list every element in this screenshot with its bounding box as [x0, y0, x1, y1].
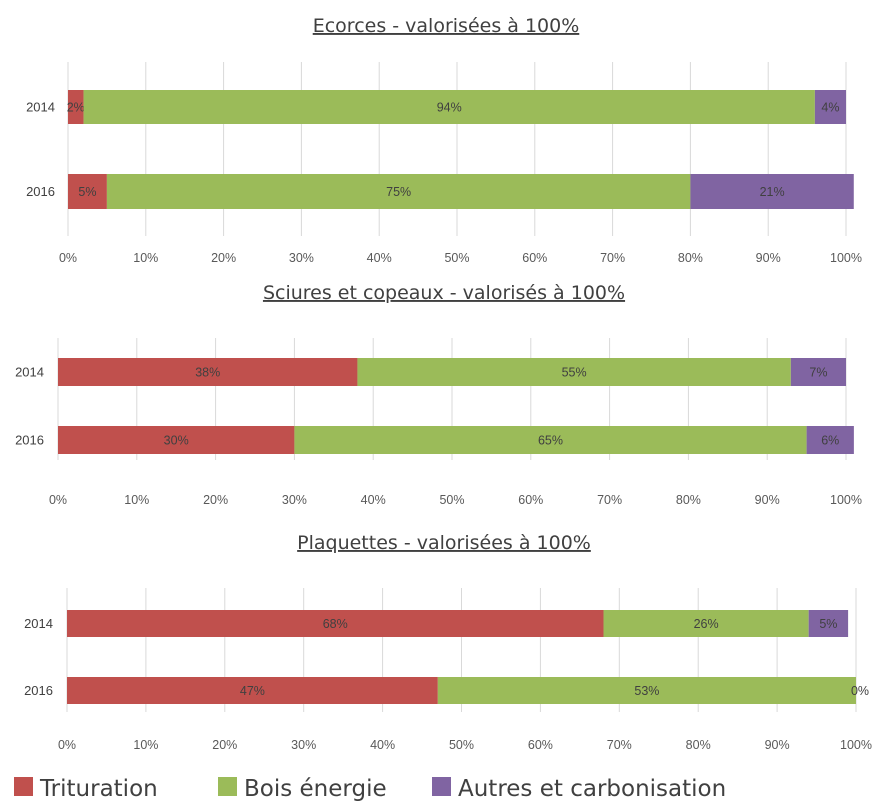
- x-tick-label: 10%: [133, 738, 158, 752]
- category-label: 2014: [15, 365, 44, 380]
- category-label: 2014: [24, 616, 53, 631]
- chart-title: Ecorces - valorisées à 100%: [313, 15, 580, 37]
- chart-title: Sciures et copeaux - valorisés à 100%: [263, 282, 625, 304]
- data-label: 65%: [538, 434, 563, 448]
- x-tick-label: 10%: [124, 493, 149, 507]
- data-label: 53%: [634, 684, 659, 698]
- data-label: 5%: [78, 185, 96, 199]
- x-tick-label: 100%: [830, 251, 862, 265]
- category-label: 2016: [24, 683, 53, 698]
- x-tick-label: 30%: [282, 493, 307, 507]
- bar-segment: [437, 677, 856, 704]
- x-tick-label: 0%: [49, 493, 67, 507]
- data-label: 4%: [821, 101, 839, 115]
- x-tick-label: 40%: [370, 738, 395, 752]
- x-tick-label: 0%: [59, 251, 77, 265]
- bar-segment: [58, 358, 358, 386]
- x-tick-label: 60%: [528, 738, 553, 752]
- x-tick-label: 50%: [449, 738, 474, 752]
- data-label: 68%: [323, 617, 348, 631]
- x-tick-label: 70%: [597, 493, 622, 507]
- data-label: 38%: [195, 366, 220, 380]
- x-tick-label: 50%: [439, 493, 464, 507]
- x-tick-label: 20%: [203, 493, 228, 507]
- x-tick-label: 50%: [444, 251, 469, 265]
- legend-label: Trituration: [39, 776, 158, 802]
- legend-label: Bois énergie: [244, 776, 387, 802]
- bar-segment: [68, 90, 84, 124]
- legend-swatch: [218, 777, 237, 796]
- data-label: 5%: [819, 617, 837, 631]
- bar-segment: [808, 610, 849, 637]
- legend: Trituration Bois énergie Autres et carboni…: [14, 776, 726, 802]
- data-label: 7%: [809, 366, 827, 380]
- bar-segment: [106, 174, 691, 209]
- x-tick-label: 10%: [133, 251, 158, 265]
- x-tick-label: 20%: [211, 251, 236, 265]
- legend-label: Autres et carbonisation: [458, 776, 726, 802]
- x-tick-label: 30%: [289, 251, 314, 265]
- chart-ecorces: Ecorces - valorisées à 100% 0% 10% 20% 30% 4…: [26, 15, 862, 265]
- x-tick-label: 90%: [765, 738, 790, 752]
- x-tick-label: 40%: [367, 251, 392, 265]
- data-label: 2%: [67, 101, 85, 115]
- data-label: 6%: [821, 434, 839, 448]
- bar-segment: [806, 426, 854, 454]
- x-tick-label: 0%: [58, 738, 76, 752]
- x-tick-label: 90%: [756, 251, 781, 265]
- chart-plaquettes: Plaquettes - valorisées à 100% 0% 10% 20% 3…: [24, 532, 872, 752]
- data-label: 55%: [562, 366, 587, 380]
- bar-segment: [83, 90, 815, 124]
- data-label: 26%: [694, 617, 719, 631]
- data-label: 47%: [240, 684, 265, 698]
- bar-segment: [814, 90, 846, 124]
- bar-segment: [603, 610, 809, 637]
- data-label: 0%: [851, 684, 869, 698]
- x-tick-label: 80%: [678, 251, 703, 265]
- category-label: 2016: [15, 433, 44, 448]
- x-tick-label: 60%: [522, 251, 547, 265]
- data-label: 75%: [386, 185, 411, 199]
- legend-swatch: [14, 777, 33, 796]
- bar-segment: [357, 358, 791, 386]
- x-tick-label: 90%: [755, 493, 780, 507]
- x-tick-label: 100%: [840, 738, 872, 752]
- chart-title: Plaquettes - valorisées à 100%: [297, 532, 591, 554]
- bar-segment: [68, 174, 107, 209]
- chart-sciures-copeaux: Sciures et copeaux - valorisés à 100% 0%…: [15, 282, 862, 507]
- x-tick-label: 80%: [676, 493, 701, 507]
- bar-segment: [690, 174, 854, 209]
- category-label: 2016: [26, 184, 55, 199]
- x-tick-label: 70%: [600, 251, 625, 265]
- x-tick-label: 40%: [361, 493, 386, 507]
- bar-segment: [58, 426, 295, 454]
- x-tick-label: 100%: [830, 493, 862, 507]
- category-label: 2014: [26, 100, 55, 115]
- legend-swatch: [432, 777, 451, 796]
- bar-segment: [67, 610, 604, 637]
- x-tick-label: 60%: [518, 493, 543, 507]
- data-label: 94%: [437, 101, 462, 115]
- data-label: 21%: [760, 185, 785, 199]
- bar-segment: [294, 426, 807, 454]
- x-tick-label: 30%: [291, 738, 316, 752]
- x-tick-label: 80%: [686, 738, 711, 752]
- bar-segment: [790, 358, 846, 386]
- bar-segment: [67, 677, 438, 704]
- data-label: 30%: [164, 434, 189, 448]
- x-tick-label: 70%: [607, 738, 632, 752]
- x-tick-label: 20%: [212, 738, 237, 752]
